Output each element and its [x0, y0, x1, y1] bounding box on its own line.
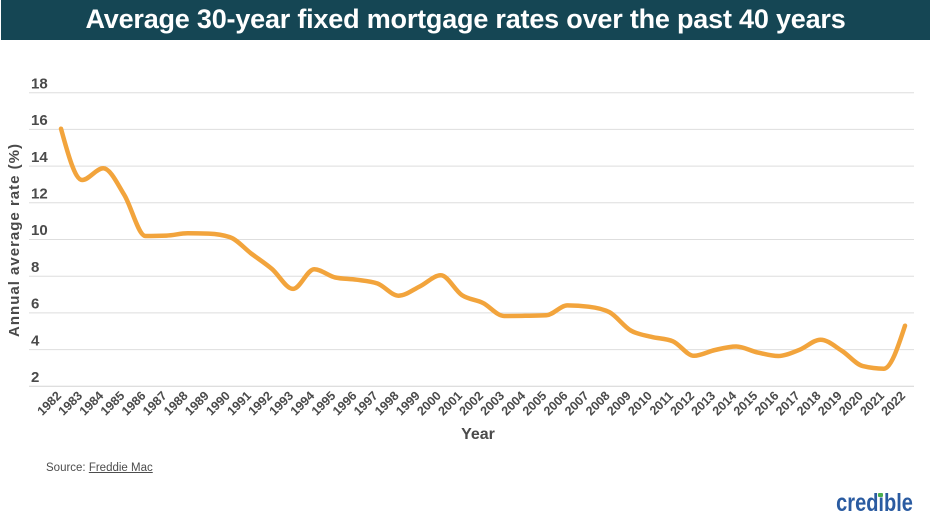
svg-text:2: 2: [31, 369, 39, 386]
svg-text:16: 16: [31, 112, 48, 129]
svg-text:Annual average rate (%): Annual average rate (%): [6, 143, 23, 337]
svg-text:Year: Year: [461, 426, 495, 443]
svg-text:10: 10: [31, 222, 48, 239]
svg-text:8: 8: [31, 259, 39, 276]
svg-text:14: 14: [31, 149, 48, 166]
svg-text:18: 18: [31, 75, 48, 92]
svg-text:2022: 2022: [879, 389, 909, 419]
svg-text:4: 4: [31, 332, 40, 349]
svg-text:6: 6: [31, 296, 39, 313]
svg-text:12: 12: [31, 186, 48, 203]
